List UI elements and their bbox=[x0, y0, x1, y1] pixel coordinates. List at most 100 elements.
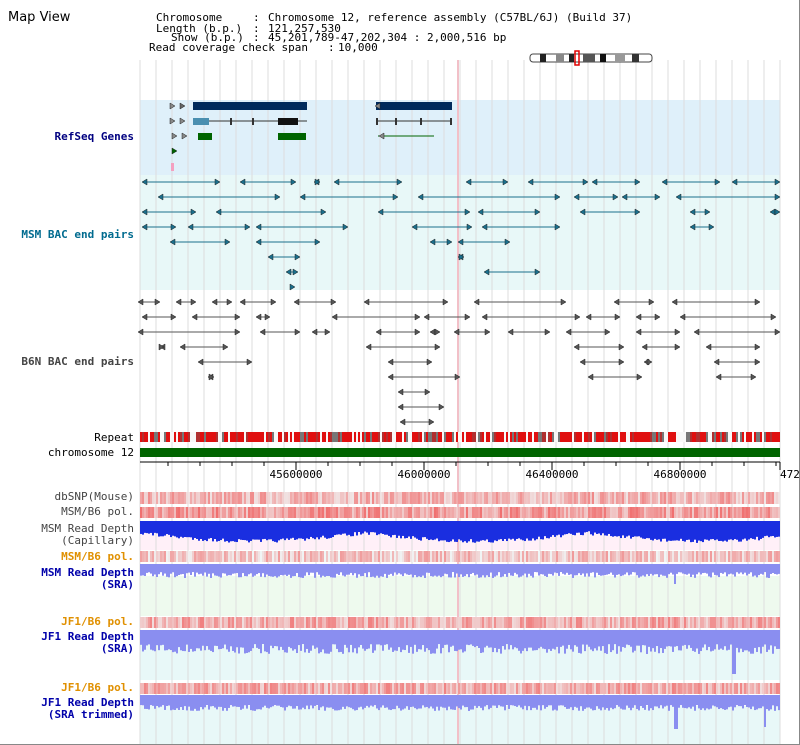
msm-sra-depth-bin bbox=[238, 564, 240, 578]
chromosome-bar[interactable] bbox=[140, 448, 780, 457]
msm-b6-pol-bin bbox=[144, 551, 146, 562]
jf1-trim-depth-bin bbox=[492, 695, 494, 706]
capillary-depth-bin bbox=[154, 521, 156, 533]
jf1-b6-pol-bin bbox=[456, 617, 458, 628]
msm-sra-depth-bin bbox=[272, 564, 274, 577]
msm-sra-depth-bin bbox=[306, 564, 308, 573]
repeat-element bbox=[172, 432, 174, 442]
capillary-depth-bin bbox=[270, 521, 272, 540]
msm-b6-pol-bin bbox=[636, 551, 638, 562]
capillary-depth-bin bbox=[632, 521, 634, 537]
msm-b6-pol-bin bbox=[590, 551, 592, 562]
msm-b6-pol-bin bbox=[758, 507, 760, 518]
repeat-element bbox=[712, 432, 714, 442]
msm-bac-track[interactable] bbox=[141, 178, 781, 291]
repeat-track[interactable] bbox=[140, 432, 780, 442]
msm-bac-pair-end bbox=[255, 223, 262, 231]
dbsnp-bin bbox=[188, 492, 190, 504]
msm-b6-pol-bin bbox=[630, 507, 632, 518]
show-sep: : bbox=[253, 31, 260, 44]
msm-b6-pol-bin bbox=[430, 507, 432, 518]
capillary-depth-bin bbox=[750, 521, 752, 539]
density-tracks[interactable] bbox=[140, 492, 780, 729]
repeat-element bbox=[326, 432, 328, 442]
msm-b6-pol-bin bbox=[448, 551, 450, 562]
dbsnp-bin bbox=[146, 492, 148, 504]
msm-bac-pair-end bbox=[255, 238, 262, 246]
dbsnp-bin bbox=[388, 492, 390, 504]
jf1-b6-pol-bin bbox=[544, 617, 546, 628]
jf1-sra-depth-bin bbox=[602, 630, 604, 647]
msm-b6-pol-bin bbox=[680, 551, 682, 562]
dbsnp-bin bbox=[590, 492, 592, 504]
jf1-sra-depth-bin bbox=[188, 630, 190, 652]
jf1-b6-pol-bin bbox=[774, 683, 776, 694]
jf1-b6-pol-bin bbox=[388, 683, 390, 694]
dbsnp-bin bbox=[374, 492, 376, 504]
msm-b6-pol-bin bbox=[294, 551, 296, 562]
b6n-bac-pair-end bbox=[365, 343, 372, 351]
refseq-exon bbox=[252, 118, 254, 125]
jf1-b6-pol-bin bbox=[586, 617, 588, 628]
msm-b6-pol-bin bbox=[348, 507, 350, 518]
dbsnp-bin bbox=[502, 492, 504, 504]
refseq-genes-track[interactable] bbox=[169, 102, 452, 171]
capillary-depth-bin bbox=[570, 521, 572, 534]
jf1-b6-pol-bin bbox=[284, 683, 286, 694]
jf1-b6-pol-bin bbox=[230, 617, 232, 628]
repeat-element bbox=[674, 432, 676, 442]
msm-sra-depth-bin bbox=[352, 564, 354, 576]
dbsnp-bin bbox=[178, 492, 180, 504]
msm-b6-pol-bin bbox=[468, 551, 470, 562]
jf1-b6-pol-bin bbox=[430, 617, 432, 628]
capillary-depth-bin bbox=[146, 521, 148, 534]
msm-bac-label[interactable]: MSM BAC end pairs bbox=[21, 228, 134, 241]
capillary-depth-bin bbox=[198, 521, 200, 541]
jf1-b6-pol-bin bbox=[442, 683, 444, 694]
msm-sra-depth-bin bbox=[450, 564, 452, 578]
b6n-bac-pair-end bbox=[434, 328, 441, 336]
b6n-bac-track[interactable] bbox=[137, 298, 781, 426]
jf1-b6-pol-bin bbox=[336, 683, 338, 694]
msm-b6-pol-bin bbox=[382, 507, 384, 518]
jf1-trim-depth-bin bbox=[652, 695, 654, 711]
jf1-b6-pol-bin bbox=[388, 617, 390, 628]
dbsnp-bin bbox=[420, 492, 422, 504]
msm-sra-depth-bin bbox=[336, 564, 338, 574]
capillary-depth-bin bbox=[204, 521, 206, 541]
jf1-sra-depth-bin bbox=[238, 630, 240, 654]
jf1-b6-pol-bin bbox=[174, 617, 176, 628]
msm-b6-pol-bin bbox=[218, 507, 220, 518]
msm-sra-depth-bin bbox=[212, 564, 214, 574]
msm-b6-pol-bin bbox=[162, 551, 164, 562]
msm-sra-depth-bin bbox=[564, 564, 566, 575]
jf1-b6-pol-bin bbox=[392, 683, 394, 694]
capillary-depth-bin bbox=[230, 521, 232, 542]
b6n-bac-pair-end bbox=[170, 313, 177, 321]
b6n-bac-label[interactable]: B6N BAC end pairs bbox=[21, 355, 134, 368]
jf1-sra-depth-bin bbox=[490, 630, 492, 648]
dbsnp-bin bbox=[180, 492, 182, 504]
jf1-trim-depth-bin bbox=[654, 695, 656, 707]
msm-sra-depth-bin bbox=[142, 564, 144, 576]
msm-b6-pol-bin bbox=[558, 507, 560, 518]
repeat-element bbox=[364, 432, 366, 442]
repeat-element bbox=[282, 432, 284, 442]
msm-b6-pol-bin bbox=[582, 507, 584, 518]
chromosome-ideogram[interactable] bbox=[529, 50, 653, 66]
capillary-depth-bin bbox=[502, 521, 504, 541]
jf1-b6-pol-bin bbox=[686, 683, 688, 694]
msm-b6-pol-bin bbox=[170, 507, 172, 518]
jf1-b6-pol-bin bbox=[324, 617, 326, 628]
jf1-b6-pol-bin bbox=[644, 617, 646, 628]
msm-b6-pol-bin bbox=[698, 507, 700, 518]
jf1-b6-pol-bin bbox=[264, 683, 266, 694]
msm-b6-pol-bin bbox=[310, 551, 312, 562]
msm-b6-pol-bin bbox=[316, 507, 318, 518]
refseq-genes-label[interactable]: RefSeq Genes bbox=[54, 130, 134, 143]
jf1-b6-pol-bin bbox=[248, 683, 250, 694]
msm-b6-pol-bin bbox=[582, 551, 584, 562]
msm-b6-pol-bin bbox=[618, 551, 620, 562]
capillary-depth-bin bbox=[294, 521, 296, 540]
